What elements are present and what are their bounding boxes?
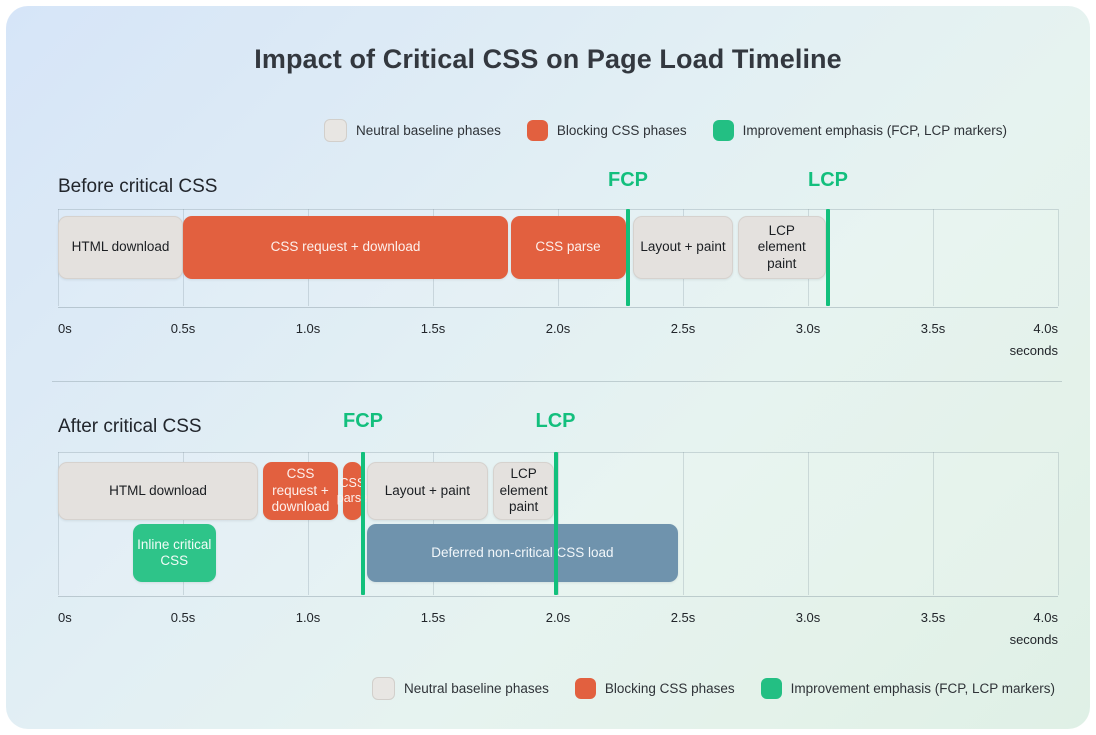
axis-tick: 2.0s bbox=[545, 321, 571, 336]
timeline-bar[interactable]: HTML download bbox=[58, 216, 183, 279]
timeline-bar[interactable]: CSS parse bbox=[337, 462, 368, 520]
axis-tick: 4.0s bbox=[1033, 321, 1058, 336]
gridline bbox=[183, 452, 184, 595]
infographic-canvas: Impact of Critical CSS on Page Load Time… bbox=[6, 6, 1090, 729]
legend-label: Improvement emphasis (FCP, LCP markers) bbox=[742, 123, 1008, 138]
axis-tick: 1.5s bbox=[420, 610, 446, 625]
legend-item-neutral-bottom: Neutral baseline phases bbox=[372, 677, 549, 700]
legend-item-improve-bottom: Improvement emphasis (FCP, LCP markers) bbox=[760, 678, 1056, 699]
legend-item-neutral-top: Neutral baseline phases bbox=[324, 119, 501, 142]
axis-tick: 3.5s bbox=[920, 321, 946, 336]
timeline-bar[interactable]: Deferred non-critical CSS load bbox=[366, 524, 678, 582]
marker-line-lcp bbox=[553, 452, 558, 595]
axis-tick: 2.5s bbox=[670, 321, 696, 336]
section-label-before: Before critical CSS bbox=[58, 176, 218, 197]
timeline-plot-after: HTML download CSS request + download CSS p… bbox=[58, 410, 1059, 647]
axis-tick: 4.0s bbox=[1033, 610, 1058, 625]
timeline-bar[interactable]: LCP element paint bbox=[738, 216, 826, 279]
marker-label-fcp: FCP bbox=[343, 410, 383, 432]
gridline bbox=[1058, 209, 1059, 306]
gridline bbox=[1058, 452, 1059, 595]
timeline-bar[interactable]: CSS request + download bbox=[183, 216, 508, 279]
legend-swatch-improve-icon bbox=[712, 120, 734, 141]
marker-label-lcp: LCP bbox=[535, 410, 576, 432]
legend-label: Neutral baseline phases bbox=[404, 681, 549, 696]
timeline-plot-before: HTML download CSS request + download CSS p… bbox=[58, 169, 1059, 358]
legend-item-blocking-bottom: Blocking CSS phases bbox=[574, 678, 735, 699]
gridline bbox=[933, 209, 934, 306]
marker-line-lcp bbox=[826, 209, 830, 306]
timeline-bar[interactable]: Inline critical CSS bbox=[133, 524, 216, 582]
timeline-bar[interactable]: HTML download bbox=[58, 462, 258, 520]
section-label-after: After critical CSS bbox=[58, 416, 202, 437]
timeline-bar[interactable]: LCP element paint bbox=[493, 462, 555, 520]
legend-bottom: Neutral baseline phases Blocking CSS phas… bbox=[372, 677, 1081, 700]
legend-label: Blocking CSS phases bbox=[604, 681, 735, 696]
axis-tick: 0.5s bbox=[170, 610, 196, 625]
axis-tick: 1.0s bbox=[295, 610, 321, 625]
marker-line-fcp bbox=[626, 209, 630, 306]
timeline-bar[interactable]: Layout + paint bbox=[366, 462, 488, 520]
legend-swatch-improve-icon bbox=[760, 678, 782, 699]
marker-label-fcp: FCP bbox=[608, 169, 648, 191]
timeline-bar[interactable]: CSS parse bbox=[510, 216, 626, 279]
axis-tick: 1.5s bbox=[420, 321, 446, 336]
axis-tick: 3.5s bbox=[920, 610, 946, 625]
axis-tick: 3.0s bbox=[795, 610, 821, 625]
timeline-bar[interactable]: CSS request + download bbox=[263, 462, 338, 520]
marker-line-fcp bbox=[361, 452, 365, 595]
gridline bbox=[683, 452, 684, 595]
axis-unit-label: seconds bbox=[1009, 632, 1058, 647]
gridline bbox=[933, 452, 934, 595]
legend-label: Blocking CSS phases bbox=[556, 123, 687, 138]
legend-swatch-blocking-icon bbox=[574, 678, 596, 699]
page-title: Impact of Critical CSS on Page Load Time… bbox=[254, 44, 842, 74]
gridline bbox=[808, 452, 809, 595]
legend-item-blocking-top: Blocking CSS phases bbox=[526, 120, 687, 141]
legend-label: Improvement emphasis (FCP, LCP markers) bbox=[790, 681, 1056, 696]
axis-tick: 1.0s bbox=[295, 321, 321, 336]
legend-top: Neutral baseline phases Blocking CSS phas… bbox=[324, 119, 1033, 142]
section-divider bbox=[52, 381, 1062, 382]
gridline bbox=[308, 452, 309, 595]
timeline-bar[interactable]: Layout + paint bbox=[633, 216, 733, 279]
marker-label-lcp: LCP bbox=[808, 169, 848, 191]
axis-tick: 0.5s bbox=[170, 321, 196, 336]
legend-swatch-neutral-icon bbox=[324, 119, 347, 142]
legend-swatch-blocking-icon bbox=[526, 120, 548, 141]
legend-item-improve-top: Improvement emphasis (FCP, LCP markers) bbox=[712, 120, 1008, 141]
axis-tick: 0s bbox=[58, 610, 72, 625]
axis-unit-label: seconds bbox=[1009, 343, 1058, 358]
axis-tick: 3.0s bbox=[795, 321, 821, 336]
legend-label: Neutral baseline phases bbox=[356, 123, 501, 138]
gridline bbox=[433, 452, 434, 595]
axis-tick: 2.5s bbox=[670, 610, 696, 625]
axis-tick: 0s bbox=[58, 321, 72, 336]
legend-swatch-neutral-icon bbox=[372, 677, 395, 700]
gridline bbox=[558, 452, 559, 595]
gridline bbox=[58, 452, 59, 595]
axis-tick: 2.0s bbox=[545, 610, 571, 625]
